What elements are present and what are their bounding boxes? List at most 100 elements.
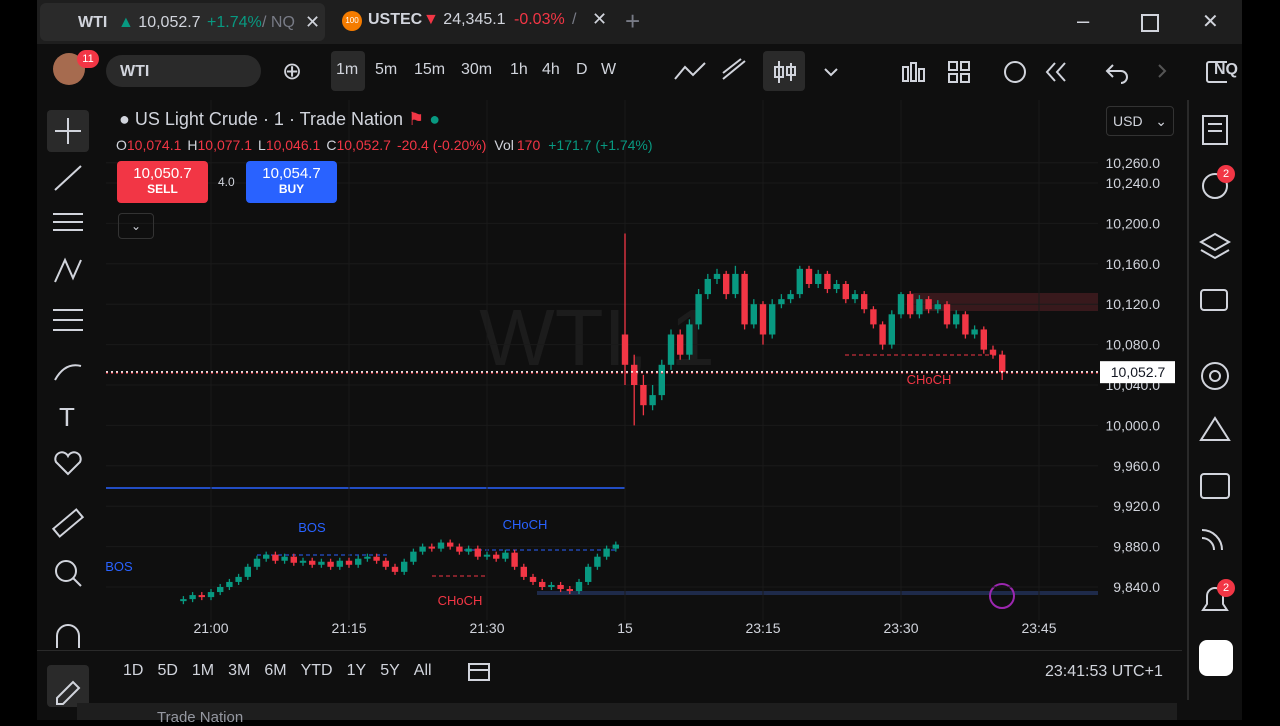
toolbar-icons <box>674 58 1227 84</box>
tab-next: / NQ <box>262 14 295 31</box>
candle-body <box>999 354 1006 373</box>
candle-body <box>980 329 987 350</box>
minimize[interactable]: – <box>1077 8 1090 33</box>
candle-body <box>989 349 997 355</box>
buy-label: BUY <box>278 182 305 196</box>
x-tick-label: 21:30 <box>469 620 504 636</box>
candle-body <box>290 556 297 563</box>
candle-body <box>870 309 877 325</box>
tab-symbol: WTI <box>78 14 108 31</box>
svg-text:T: T <box>59 402 75 432</box>
range-button[interactable]: All <box>413 662 432 679</box>
close-window[interactable]: ✕ <box>1202 11 1219 33</box>
annotation: CHoCH <box>907 372 952 387</box>
candle-body <box>465 548 472 552</box>
timeframe[interactable]: 4h <box>542 61 560 78</box>
range-button[interactable]: 6M <box>264 662 287 679</box>
y-tick-label: 10,080.0 <box>1106 337 1161 353</box>
legend-title: ● US Light Crude · 1 · Trade Nation ⚑ ● <box>119 109 441 129</box>
vol-change: +171.7 (+1.74%) <box>548 137 653 153</box>
candle-body <box>511 552 518 567</box>
timeframe[interactable]: 5m <box>375 61 398 78</box>
candle-body <box>667 334 675 365</box>
legend-title-text: US Light Crude · 1 · Trade Nation <box>134 109 404 129</box>
symbol-search[interactable]: WTI <box>106 55 261 87</box>
range-button[interactable]: 5D <box>157 662 178 679</box>
spread: 4.0 <box>218 175 235 189</box>
sell-label: SELL <box>147 182 178 196</box>
candle-body <box>281 556 288 561</box>
candle-body <box>842 284 849 300</box>
close[interactable]: ✕ <box>305 12 321 32</box>
candle-body <box>502 552 509 559</box>
tab[interactable]: WTI ▲ 10,052.7 +1.74% / NQ ✕ <box>40 3 325 41</box>
candle-body <box>180 599 187 602</box>
candle-body <box>732 273 739 295</box>
candle-body <box>327 561 334 567</box>
clock: 23:41:53 UTC+1 <box>1045 663 1163 680</box>
candle-body <box>713 273 721 279</box>
right-toolbar <box>1198 115 1233 676</box>
vol-label: Vol <box>494 137 514 153</box>
sell-button[interactable]: 10,050.7 SELL <box>117 161 208 203</box>
candle-body <box>750 304 757 325</box>
candle-body <box>419 546 426 552</box>
x-tick-label: 23:30 <box>883 620 918 636</box>
candle-body <box>253 558 261 567</box>
collapse[interactable]: ⌄ <box>118 213 154 239</box>
range-button[interactable]: 3M <box>228 662 251 679</box>
candle-body <box>272 554 279 561</box>
candle-body <box>953 314 960 325</box>
candle-body <box>833 284 840 290</box>
divider <box>1187 100 1189 700</box>
candle-body <box>621 334 629 365</box>
candle-body <box>557 584 564 590</box>
y-tick-label: 9,880.0 <box>1113 539 1160 555</box>
range-button[interactable]: 1M <box>191 662 215 679</box>
annotation: CHoCH <box>503 517 548 532</box>
sell-price: 10,050.7 <box>133 165 192 182</box>
add-symbol[interactable]: ⊕ <box>282 58 303 85</box>
candle-body <box>805 268 813 284</box>
timeframe[interactable]: 30m <box>461 61 493 78</box>
y-tick-label: 10,240.0 <box>1106 175 1161 191</box>
y-tick-label: 9,840.0 <box>1113 579 1160 595</box>
candle-body <box>934 304 941 310</box>
bottom-tab[interactable]: Trade Nation <box>157 709 244 726</box>
timeframe[interactable]: D <box>576 61 588 78</box>
y-tick-label: 10,200.0 <box>1106 215 1161 231</box>
y-tick-label: 9,960.0 <box>1113 458 1160 474</box>
timeframe[interactable]: 15m <box>414 61 446 78</box>
timeframe[interactable]: 1h <box>510 61 528 78</box>
new-tab[interactable]: + <box>625 6 641 36</box>
range-button[interactable]: 5Y <box>380 662 400 679</box>
annotation: CHoCH <box>438 593 483 608</box>
range-button[interactable]: 1Y <box>346 662 367 679</box>
x-tick-label: 21:15 <box>331 620 366 636</box>
last-price-tag <box>1100 361 1175 384</box>
buy-button[interactable]: 10,054.7 BUY <box>246 161 337 203</box>
range-button[interactable]: 1D <box>123 662 144 679</box>
candle-body <box>539 581 546 587</box>
candle-body <box>483 554 491 557</box>
candle-body <box>309 560 316 565</box>
candle-body <box>897 294 905 315</box>
candle-body <box>815 273 822 284</box>
timeframe[interactable]: W <box>601 61 617 78</box>
tab-price-value: 10,052.7 <box>138 14 201 31</box>
candle-body <box>686 324 693 355</box>
candle-body <box>410 551 417 562</box>
candle-body <box>603 548 610 557</box>
currency-select[interactable]: USD ⌄ <box>1106 106 1174 136</box>
range-button[interactable]: YTD <box>300 662 333 679</box>
close[interactable]: ✕ <box>592 9 608 29</box>
maximize[interactable] <box>1141 14 1159 32</box>
y-tick-label: 10,120.0 <box>1106 296 1161 312</box>
candle-body <box>649 395 656 406</box>
candle-body <box>529 576 537 582</box>
calendar[interactable] <box>467 660 493 684</box>
candle-body <box>787 294 794 300</box>
currency: USD <box>1113 113 1143 129</box>
timeframe[interactable]: 1m <box>336 61 359 78</box>
tab-symbol: USTEC <box>368 11 423 28</box>
